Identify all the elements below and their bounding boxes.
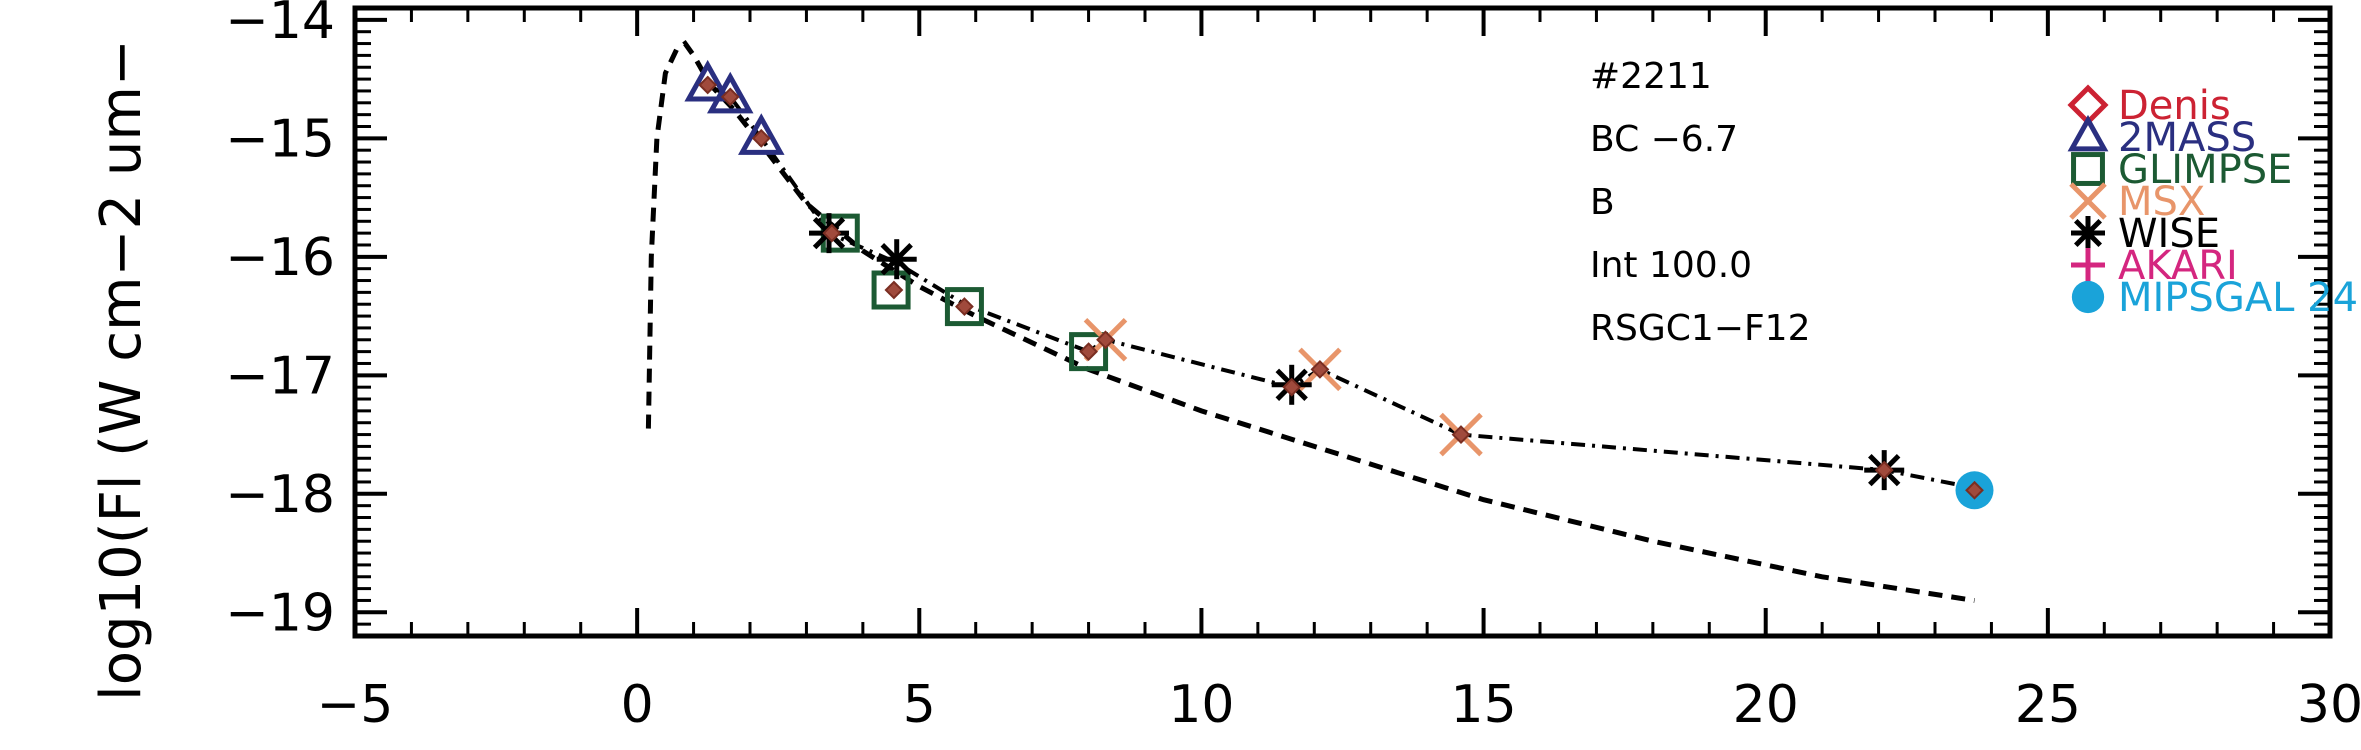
marker-glimpse xyxy=(1069,332,1109,372)
annotation-line: B xyxy=(1590,182,1615,223)
marker-glimpse xyxy=(944,287,984,327)
y-tick-label: −19 xyxy=(225,583,335,643)
sed-data-point xyxy=(720,87,740,107)
marker-glimpse xyxy=(871,270,911,310)
x-tick-label: 0 xyxy=(621,675,654,735)
sed-data-point xyxy=(698,75,718,95)
sed-data-point xyxy=(1096,330,1115,350)
annotation-line: RSGC1−F12 xyxy=(1590,308,1810,349)
x-tick-label: 30 xyxy=(2297,675,2361,735)
marker-wise xyxy=(876,239,917,280)
annotation-line: Int 100.0 xyxy=(1590,245,1752,286)
legend-label: 2MASS xyxy=(2118,115,2256,161)
x-tick-label: 25 xyxy=(2015,675,2081,735)
annotation-line: #2211 xyxy=(1590,56,1712,97)
axes-frame xyxy=(352,5,2333,639)
sed-data-point xyxy=(1079,342,1098,362)
y-tick-label: −18 xyxy=(225,465,335,525)
y-tick-label: −17 xyxy=(225,346,335,406)
marker-2mass xyxy=(684,59,731,102)
legend-marker-msx xyxy=(2069,182,2107,220)
sed-data-point xyxy=(822,223,842,243)
y-tick-label: −16 xyxy=(225,228,335,288)
legend-label: MIPSGAL 24 xyxy=(2118,275,2358,321)
marker-2mass xyxy=(706,71,754,114)
legend-marker-wise xyxy=(2071,216,2105,250)
annotations: #2211 BC −6.7 B Int 100.0 RSGC1−F12 xyxy=(1590,56,1810,349)
sed-data-point xyxy=(884,280,904,300)
sed-data-point xyxy=(955,297,974,317)
x-tick-label: 10 xyxy=(1168,675,1234,735)
legend-label: AKARI xyxy=(2118,243,2238,289)
x-tick-label: −5 xyxy=(317,675,394,735)
sed-data-point xyxy=(1310,359,1330,379)
legend-marker-2mass xyxy=(2067,114,2109,152)
sed-data-point xyxy=(1874,460,1894,480)
tick-labels: −5 0 5 10 15 20 25 30 −19 −18 −17 −16 −15 −14 xyxy=(225,0,2361,735)
sed-data-point xyxy=(1451,425,1471,444)
marker-2mass xyxy=(738,113,785,155)
y-tick-label: −14 xyxy=(225,0,335,51)
annotation-line: BC −6.7 xyxy=(1590,119,1738,160)
legend-label: Denis xyxy=(2118,83,2231,129)
legend-marker-akari xyxy=(2071,248,2105,282)
y-axis-label: log10(Fl (W cm−2 um− xyxy=(89,39,154,701)
sed-data-point xyxy=(1282,377,1302,397)
data-markers xyxy=(684,59,1994,510)
legend-label: WISE xyxy=(2118,211,2220,257)
legend-label: MSX xyxy=(2118,179,2205,225)
legend-marker-glimpse xyxy=(2071,152,2105,186)
sed-data-point xyxy=(751,128,771,148)
sed-data-point xyxy=(1965,480,1984,500)
x-tick-label: 5 xyxy=(903,675,936,735)
legend-marker-mipsgal-24 xyxy=(2071,280,2105,314)
y-tick-label: −15 xyxy=(225,109,335,169)
plot-frame xyxy=(352,5,2333,639)
legend-label: GLIMPSE xyxy=(2118,147,2292,193)
x-tick-label: 20 xyxy=(1733,675,1799,735)
x-tick-label: 15 xyxy=(1450,675,1516,735)
